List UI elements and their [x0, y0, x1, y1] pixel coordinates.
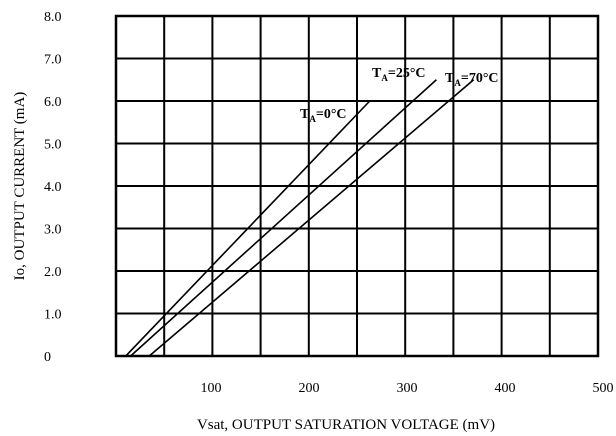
- y-tick-label: 4.0: [44, 180, 62, 195]
- x-tick-label: 400: [495, 381, 516, 396]
- y-axis-tick-labels: 0 1.0 2.0 3.0 4.0 5.0 6.0 7.0 8.0: [44, 10, 62, 365]
- y-tick-label: 5.0: [44, 138, 62, 153]
- plot-frame: [114, 14, 600, 358]
- y-tick-label: 6.0: [44, 95, 62, 110]
- y-tick-label: 3.0: [44, 223, 62, 238]
- x-tick-label: 200: [299, 381, 320, 396]
- series-label-0: TA=0°C: [300, 107, 347, 124]
- series-line-0: [125, 100, 371, 357]
- y-tick-label: 2.0: [44, 265, 62, 280]
- series-line-2: [148, 79, 475, 357]
- y-tick-label: 0: [44, 350, 51, 365]
- series-label-2: TA=70°C: [445, 71, 499, 88]
- series-labels: TA=0°C TA=25°C TA=70°C: [300, 66, 499, 124]
- y-axis-title: Io, OUTPUT CURRENT (mA): [12, 92, 28, 281]
- x-axis-title: Vsat, OUTPUT SATURATION VOLTAGE (mV): [197, 417, 495, 433]
- series-line-1: [130, 79, 437, 357]
- y-tick-label: 8.0: [44, 10, 62, 25]
- series-label-1: TA=25°C: [372, 66, 426, 83]
- x-tick-label: 100: [201, 381, 222, 396]
- y-tick-label: 7.0: [44, 53, 62, 68]
- x-tick-label: 500: [593, 381, 614, 396]
- series-lines: [125, 79, 475, 357]
- y-tick-label: 1.0: [44, 308, 62, 323]
- x-tick-label: 300: [397, 381, 418, 396]
- x-axis-tick-labels: 100 200 300 400 500: [201, 381, 614, 396]
- grid-lines: [116, 16, 598, 356]
